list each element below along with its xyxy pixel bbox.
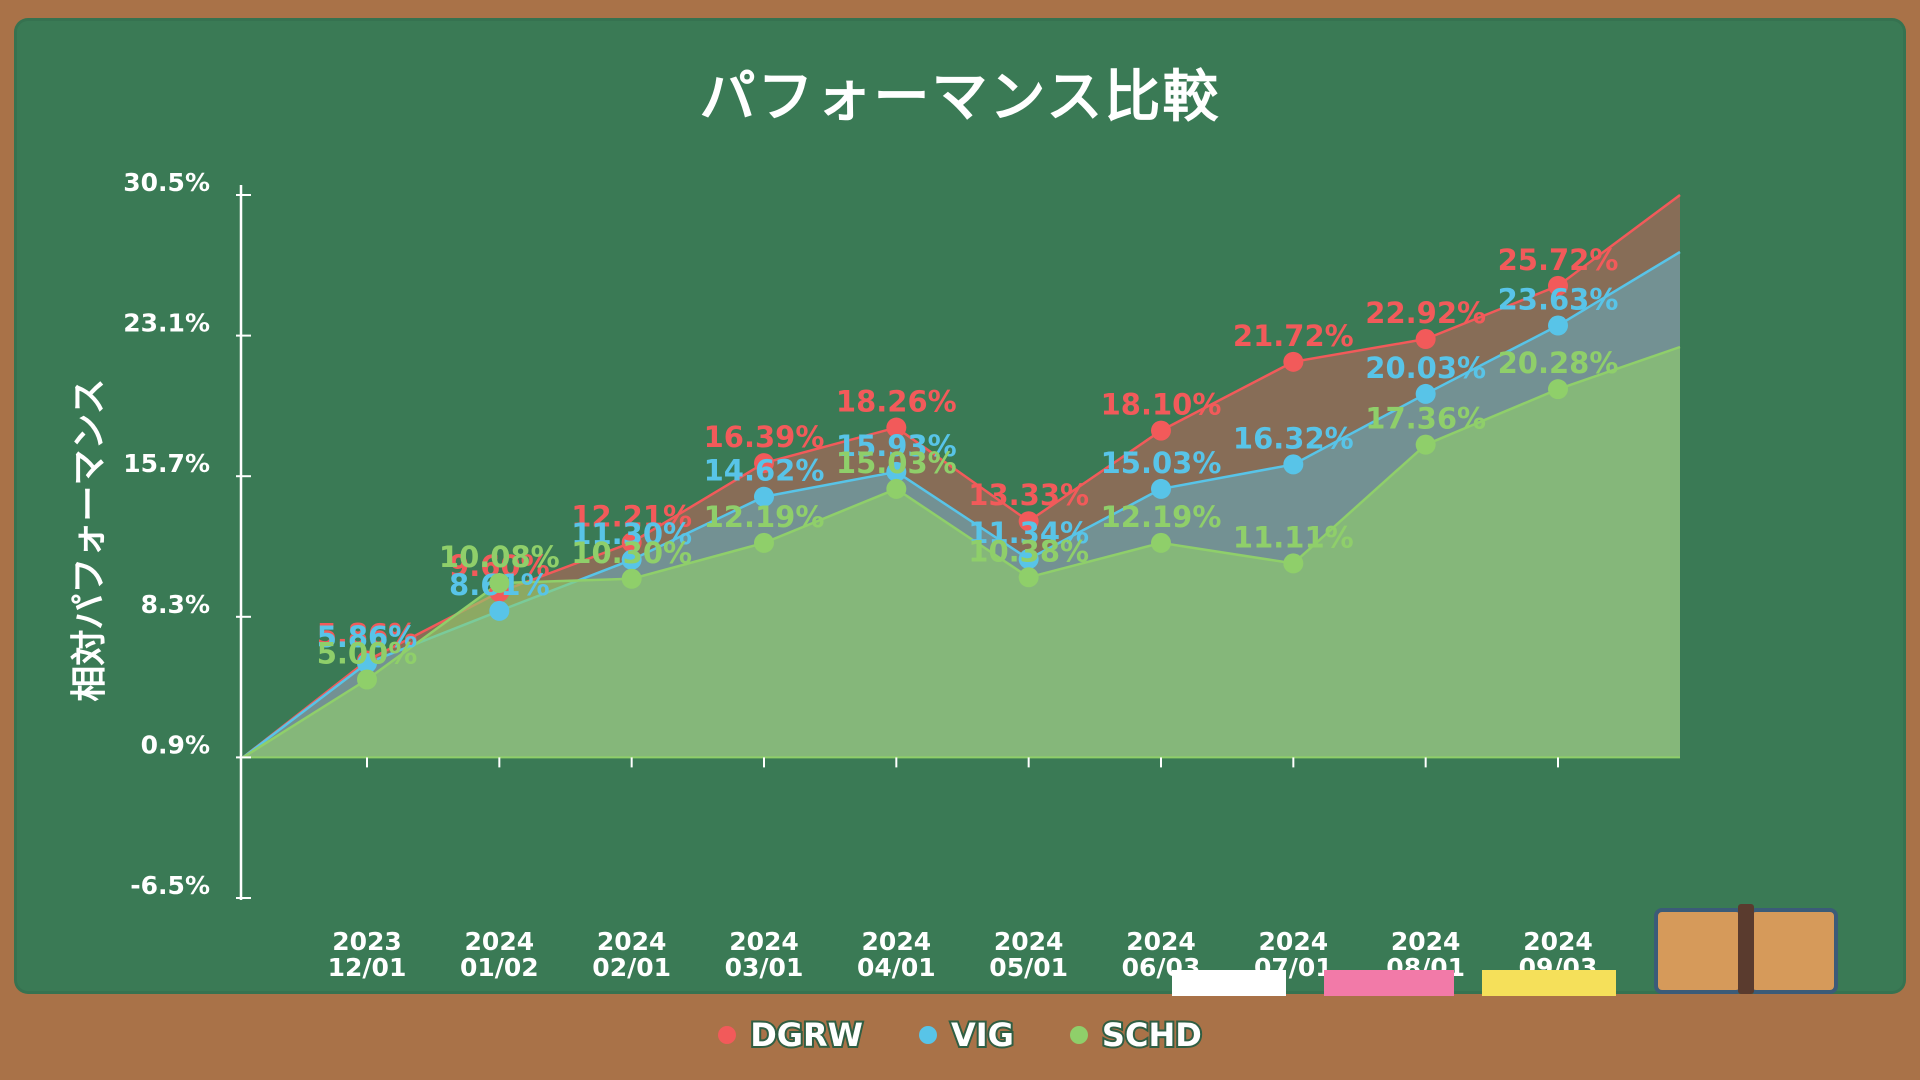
data-label-schd: 10.30% xyxy=(571,536,692,570)
y-tick-label: 8.3% xyxy=(141,590,210,619)
data-label-vig: 5.86% xyxy=(317,620,418,654)
marker-vig xyxy=(489,600,510,621)
legend-label-schd: SCHD xyxy=(1100,1014,1204,1056)
x-tick-label: 2024 02/01 xyxy=(592,927,671,982)
line-schd xyxy=(242,345,1681,759)
data-label-dgrw: 22.92% xyxy=(1365,296,1486,330)
marker-vig xyxy=(1548,315,1568,336)
y-tick-label: -6.5% xyxy=(130,871,210,900)
data-label-schd: 12.19% xyxy=(1101,500,1222,534)
legend-item-schd[interactable]: SCHD xyxy=(1069,1014,1204,1056)
legend-dot-dgrw xyxy=(718,1026,737,1044)
y-tick-label: 23.1% xyxy=(123,309,210,338)
chart-title: パフォーマンス比較 xyxy=(699,65,1221,130)
marker-dgrw xyxy=(1018,511,1039,532)
marker-vig xyxy=(1415,383,1436,404)
marker-schd xyxy=(1151,532,1171,553)
marker-vig xyxy=(357,653,377,674)
data-label-vig: 15.03% xyxy=(1101,446,1222,480)
legend-item-dgrw[interactable]: DGRW xyxy=(718,1014,865,1056)
x-tick-label: 2024 06/03 xyxy=(1122,927,1201,982)
data-label-dgrw: 18.26% xyxy=(836,385,957,419)
marker-vig xyxy=(1283,454,1304,475)
x-tick-label: 2024 01/02 xyxy=(460,927,539,982)
marker-dgrw xyxy=(621,532,642,553)
legend-item-vig[interactable]: VIG xyxy=(918,1014,1016,1056)
marker-schd xyxy=(1018,567,1039,588)
marker-vig xyxy=(621,549,642,570)
data-label-dgrw: 12.21% xyxy=(571,500,692,534)
marker-vig xyxy=(1151,478,1171,499)
data-label-vig: 20.03% xyxy=(1365,351,1486,385)
marker-schd xyxy=(754,532,774,553)
legend-label-dgrw: DGRW xyxy=(748,1014,865,1056)
marker-schd xyxy=(1548,379,1568,400)
marker-schd xyxy=(489,572,510,593)
marker-dgrw xyxy=(1151,420,1171,441)
data-label-vig: 16.32% xyxy=(1233,421,1354,455)
marker-vig xyxy=(1018,549,1039,570)
data-label-schd: 20.28% xyxy=(1498,346,1619,380)
data-label-dgrw: 21.72% xyxy=(1233,319,1354,353)
marker-schd xyxy=(357,669,377,690)
data-label-vig: 11.30% xyxy=(571,517,692,551)
legend-dot-vig xyxy=(918,1026,937,1044)
marker-vig xyxy=(886,461,907,482)
data-label-schd: 15.03% xyxy=(836,446,957,480)
data-label-schd: 10.08% xyxy=(439,540,560,574)
data-label-schd: 5.00% xyxy=(317,637,418,671)
data-label-vig: 11.34% xyxy=(968,516,1089,550)
data-label-schd: 10.38% xyxy=(968,534,1089,568)
x-tick-label: 2024 03/01 xyxy=(725,927,804,982)
data-label-dgrw: 18.10% xyxy=(1101,388,1222,422)
marker-schd xyxy=(1415,434,1436,455)
data-label-dgrw: 16.39% xyxy=(704,420,825,454)
marker-vig xyxy=(754,486,774,507)
data-label-schd: 17.36% xyxy=(1365,402,1486,436)
marker-dgrw xyxy=(1548,275,1568,296)
data-label-schd: 12.19% xyxy=(704,500,825,534)
chalk-yellow xyxy=(1482,970,1616,996)
marker-dgrw xyxy=(886,417,907,438)
data-label-vig: 14.62% xyxy=(704,454,825,488)
y-tick-label: 15.7% xyxy=(123,449,210,478)
data-label-dgrw: 5.86% xyxy=(317,618,418,652)
marker-dgrw xyxy=(1415,329,1436,350)
legend-label-vig: VIG xyxy=(949,1014,1016,1056)
marker-schd xyxy=(1283,553,1304,574)
marker-schd xyxy=(886,478,907,499)
book-icon xyxy=(1654,904,1838,994)
legend-dot-schd xyxy=(1069,1026,1088,1044)
marker-dgrw xyxy=(754,453,774,474)
data-label-schd: 11.11% xyxy=(1233,520,1354,554)
chalk-pink xyxy=(1324,970,1454,996)
x-tick-label: 2024 05/01 xyxy=(989,927,1068,982)
area-schd xyxy=(243,347,1680,758)
legend: DGRW VIG SCHD xyxy=(0,1014,1920,1056)
chalk-white xyxy=(1172,970,1286,996)
data-label-vig: 23.63% xyxy=(1498,283,1619,317)
marker-dgrw xyxy=(1283,351,1304,372)
data-label-dgrw: 25.72% xyxy=(1498,243,1619,277)
y-tick-label: 30.5% xyxy=(123,168,210,197)
data-label-dgrw: 13.33% xyxy=(968,478,1089,512)
x-tick-label: 2023 12/01 xyxy=(328,927,407,982)
x-tick-label: 2024 07/01 xyxy=(1254,927,1333,982)
marker-schd xyxy=(621,568,642,589)
y-tick-label: 0.9% xyxy=(141,730,210,759)
x-tick-label: 2024 04/01 xyxy=(857,927,936,982)
data-label-vig: 15.93% xyxy=(836,429,957,463)
